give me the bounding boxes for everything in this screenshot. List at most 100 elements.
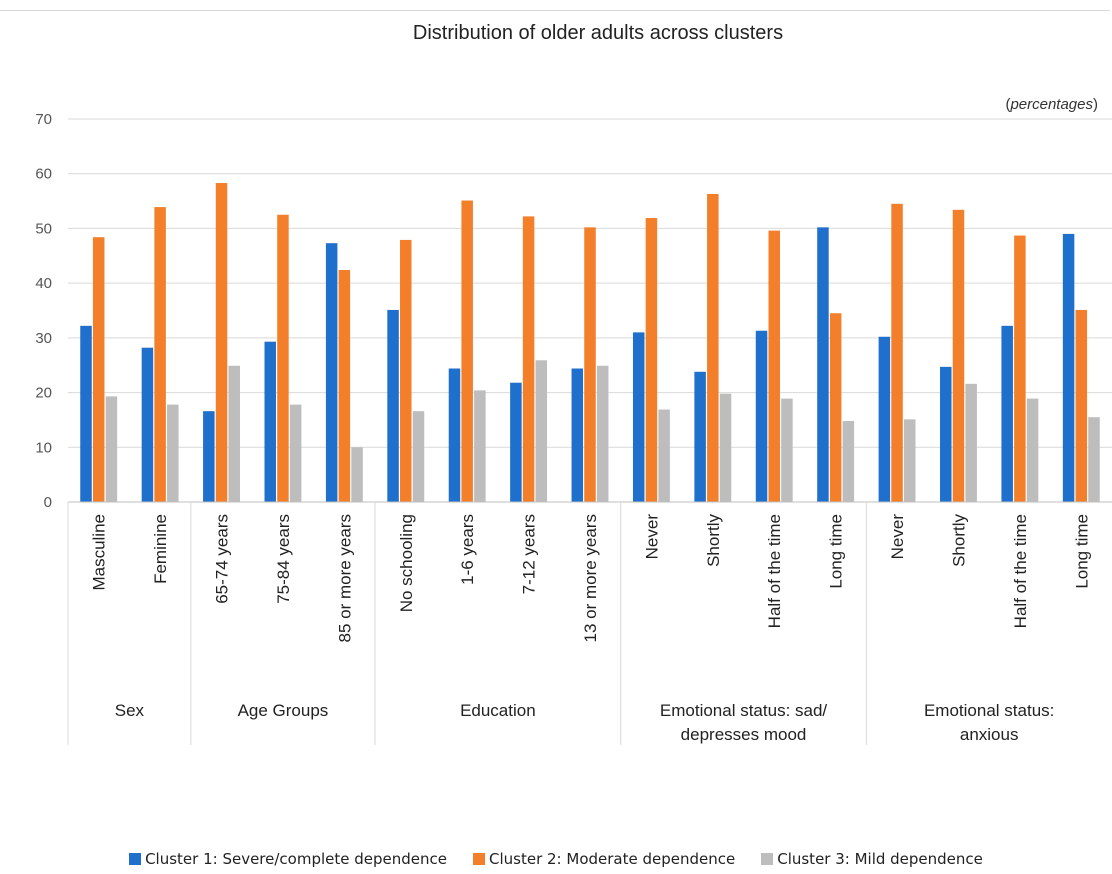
- bar-series-1-cat-1: [80, 325, 92, 502]
- category-label: 65-74 years: [213, 514, 232, 604]
- bar-series-3-cat-17: [1088, 417, 1100, 502]
- y-tick-label: 20: [35, 385, 52, 402]
- y-tick-label: 50: [35, 220, 52, 237]
- category-label: Half of the time: [765, 514, 784, 628]
- bar-series-1-cat-13: [817, 227, 829, 502]
- bar-series-1-cat-7: [448, 368, 461, 502]
- category-label: Never: [888, 514, 907, 560]
- bar-series-2-cat-3: [215, 183, 228, 502]
- bar-series-2-cat-9: [584, 227, 596, 502]
- y-tick-label: 60: [35, 166, 52, 183]
- bar-series-2-cat-11: [707, 193, 719, 503]
- legend-swatch: [761, 853, 774, 865]
- bar-series-1-cat-16: [1001, 325, 1013, 502]
- bar-series-1-cat-2: [141, 347, 154, 502]
- unit-note: (percentages): [1005, 96, 1098, 113]
- bar-series-2-cat-12: [768, 230, 780, 503]
- bar-series-3-cat-16: [1026, 398, 1039, 502]
- bar-series-2-cat-4: [277, 214, 289, 502]
- bar-series-2-cat-15: [952, 209, 965, 502]
- bar-series-3-cat-12: [781, 398, 793, 502]
- bar-series-2-cat-5: [338, 270, 351, 502]
- category-label: No schooling: [397, 514, 416, 612]
- bar-series-1-cat-6: [387, 309, 399, 502]
- bar-series-1-cat-9: [571, 368, 584, 502]
- category-label: Shortly: [704, 514, 723, 567]
- category-label: Long time: [1072, 514, 1091, 589]
- category-label: 75-84 years: [274, 514, 293, 604]
- group-label: anxious: [960, 725, 1019, 744]
- bar-series-3-cat-5: [351, 447, 363, 502]
- legend-item-1: Cluster 1: Severe/complete dependence: [129, 850, 447, 868]
- bar-series-3-cat-11: [719, 393, 732, 502]
- bar-series-3-cat-13: [842, 421, 855, 502]
- unit-note-open: (: [1005, 96, 1011, 113]
- bar-series-2-cat-6: [400, 239, 412, 502]
- legend-item-3: Cluster 3: Mild dependence: [761, 850, 983, 868]
- bar-series-2-cat-1: [92, 237, 105, 502]
- y-tick-label: 70: [35, 111, 52, 128]
- category-label: 85 or more years: [335, 514, 354, 643]
- y-tick-label: 0: [44, 494, 52, 511]
- bar-series-2-cat-13: [829, 313, 842, 502]
- bar-series-1-cat-12: [755, 330, 768, 502]
- bar-series-3-cat-8: [535, 360, 548, 502]
- bar-series-3-cat-7: [474, 390, 486, 502]
- group-label: Sex: [115, 701, 145, 720]
- y-tick-label: 40: [35, 275, 52, 292]
- category-label: 1-6 years: [458, 514, 477, 585]
- bar-series-3-cat-10: [658, 409, 670, 502]
- bar-series-2-cat-10: [645, 218, 658, 503]
- legend: Cluster 1: Severe/complete dependence Clu…: [0, 850, 1112, 868]
- bar-series-1-cat-17: [1062, 233, 1075, 502]
- category-label: Masculine: [90, 514, 109, 591]
- category-label: Never: [642, 514, 661, 560]
- category-label: Half of the time: [1011, 514, 1030, 628]
- bar-series-2-cat-16: [1014, 235, 1026, 502]
- bar-series-2-cat-14: [891, 203, 903, 503]
- legend-label: Cluster 3: Mild dependence: [777, 850, 983, 868]
- category-label: Long time: [827, 514, 846, 589]
- bar-series-3-cat-1: [105, 396, 118, 502]
- group-label: depresses mood: [681, 725, 807, 744]
- group-label: Emotional status: sad/: [660, 701, 828, 720]
- y-tick-label: 10: [35, 439, 52, 456]
- bar-series-1-cat-4: [264, 341, 276, 502]
- unit-note-text: percentages: [1010, 96, 1093, 113]
- bar-series-3-cat-9: [596, 365, 609, 502]
- bar-series-1-cat-15: [940, 366, 952, 502]
- bar-series-1-cat-10: [632, 332, 645, 502]
- bar-series-3-cat-4: [289, 404, 302, 502]
- category-label: Feminine: [151, 514, 170, 584]
- group-label: Emotional status:: [924, 701, 1054, 720]
- group-label: Age Groups: [238, 701, 329, 720]
- bar-series-3-cat-3: [228, 365, 240, 502]
- bar-series-1-cat-14: [878, 336, 891, 502]
- legend-swatch: [473, 853, 485, 865]
- bar-series-1-cat-5: [325, 243, 338, 503]
- bar-series-1-cat-3: [203, 411, 215, 502]
- unit-note-close: ): [1093, 96, 1098, 113]
- bar-series-2-cat-2: [154, 207, 166, 502]
- legend-swatch: [129, 853, 142, 865]
- legend-label: Cluster 1: Severe/complete dependence: [145, 850, 447, 868]
- bar-series-2-cat-17: [1075, 309, 1088, 502]
- legend-item-2: Cluster 2: Moderate dependence: [473, 850, 735, 868]
- bar-series-3-cat-6: [412, 411, 425, 502]
- bar-series-2-cat-8: [522, 216, 535, 503]
- bar-series-1-cat-8: [510, 382, 522, 502]
- chart-frame-top-border: [0, 10, 1110, 11]
- category-label: 13 or more years: [581, 514, 600, 643]
- group-label: Education: [460, 701, 536, 720]
- y-tick-label: 30: [35, 330, 52, 347]
- bar-series-2-cat-7: [461, 200, 473, 502]
- bar-series-3-cat-2: [167, 404, 179, 502]
- legend-label: Cluster 2: Moderate dependence: [489, 850, 736, 868]
- chart-title-wrap: Distribution of older adults across clus…: [0, 22, 1112, 45]
- chart-title: Distribution of older adults across clus…: [412, 22, 784, 44]
- category-label: 7-12 years: [520, 514, 539, 594]
- bar-series-3-cat-14: [904, 419, 916, 502]
- category-label: Shortly: [949, 514, 968, 567]
